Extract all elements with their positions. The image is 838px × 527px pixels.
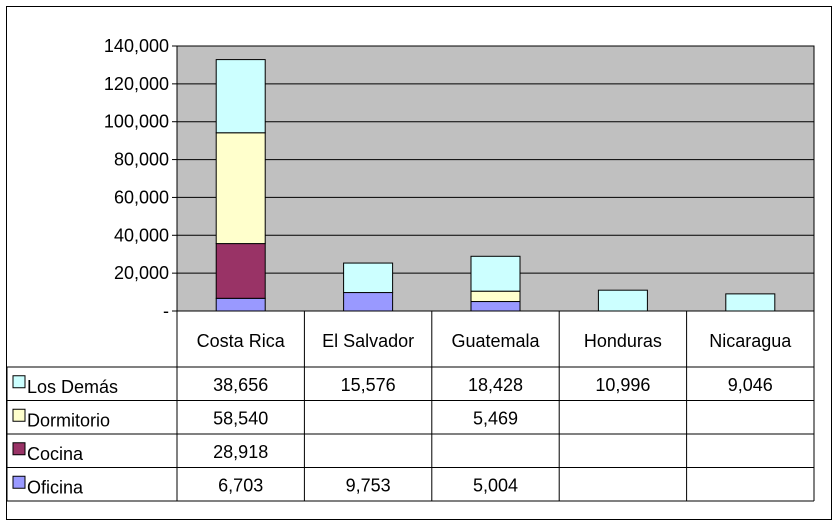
- y-tick-label: 40,000: [114, 225, 169, 245]
- bar-segment: [470, 290, 521, 303]
- chart-area: - 20,000 40,000 60,000 80,000 100,000 120,000 1…: [6, 6, 832, 520]
- y-tick-label: 120,000: [104, 74, 169, 94]
- bar-segment: [215, 59, 266, 134]
- category-label: Honduras: [584, 331, 662, 351]
- y-tick-label: -: [163, 301, 169, 321]
- bar-segment: [343, 292, 394, 312]
- legend-key: [12, 442, 26, 456]
- data-table-cell: 28,918: [213, 442, 268, 462]
- y-tick-label: 100,000: [104, 112, 169, 132]
- y-tick-label: 20,000: [114, 263, 169, 283]
- bar-segment: [343, 262, 394, 294]
- legend-label: Oficina: [27, 477, 84, 497]
- data-table-cell: 58,540: [213, 408, 268, 428]
- data-table-cell: 5,469: [473, 408, 518, 428]
- legend-key: [12, 375, 26, 389]
- bar-segment: [725, 293, 776, 312]
- bar-segment: [215, 132, 266, 245]
- bar-segment: [215, 297, 266, 312]
- legend-label: Dormitorio: [27, 410, 110, 430]
- data-table-cell: 15,576: [341, 375, 396, 395]
- legend-label: Los Demás: [27, 377, 118, 397]
- category-label: Costa Rica: [197, 331, 286, 351]
- category-label: Guatemala: [451, 331, 540, 351]
- y-tick-label: 140,000: [104, 36, 169, 56]
- bar-segment: [470, 255, 521, 292]
- data-table-cell: 9,046: [728, 375, 773, 395]
- bar-segment: [215, 243, 266, 299]
- bar-segment: [470, 301, 521, 312]
- data-table-cell: 5,004: [473, 475, 518, 495]
- y-tick-label: 80,000: [114, 150, 169, 170]
- legend-key: [12, 475, 26, 489]
- data-table-cell: 10,996: [595, 375, 650, 395]
- category-label: Nicaragua: [709, 331, 792, 351]
- chart-svg: - 20,000 40,000 60,000 80,000 100,000 120,000 1…: [7, 36, 815, 502]
- data-table-cell: 6,703: [218, 475, 263, 495]
- bar-segment: [597, 289, 648, 312]
- data-table-cell: 18,428: [468, 375, 523, 395]
- category-label: El Salvador: [322, 331, 414, 351]
- data-table-cell: 38,656: [213, 375, 268, 395]
- legend-key: [12, 408, 26, 422]
- data-table-cell: 9,753: [346, 475, 391, 495]
- y-tick-label: 60,000: [114, 187, 169, 207]
- legend-label: Cocina: [27, 444, 84, 464]
